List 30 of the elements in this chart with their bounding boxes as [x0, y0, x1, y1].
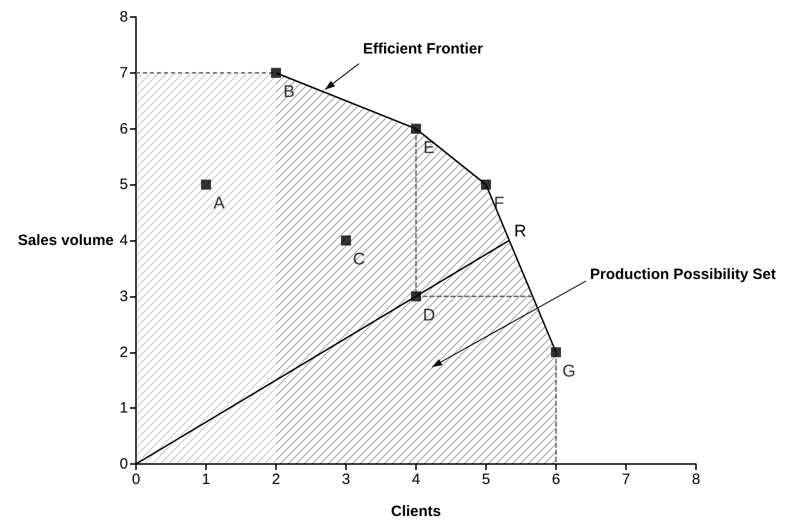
y-tick-label: 3 — [120, 288, 128, 305]
annotation: Production Possibility Set — [590, 266, 776, 283]
x-tick-label: 1 — [202, 471, 210, 488]
x-tick-label: 5 — [482, 471, 490, 488]
y-tick-label: 5 — [120, 176, 128, 194]
y-tick-label: 1 — [120, 400, 128, 417]
annotation: Efficient Frontier — [363, 40, 484, 58]
x-axis-title: Clients — [390, 503, 442, 520]
y-tick-label: 6 — [120, 120, 128, 138]
x-tick-label: 2 — [272, 471, 280, 488]
data-label: A — [213, 194, 226, 213]
annotation: R — [514, 222, 526, 240]
data-label: B — [283, 82, 295, 101]
y-axis-title: Sales volume — [18, 232, 114, 249]
x-tick-label: 8 — [692, 471, 700, 488]
data-label: F — [494, 194, 504, 213]
x-tick-label: 3 — [342, 471, 350, 488]
data-label: E — [423, 138, 435, 157]
data-label: D — [422, 305, 436, 324]
y-tick-label: 8 — [120, 8, 128, 26]
data-label: G — [562, 361, 576, 380]
y-tick-label: 0 — [120, 456, 128, 472]
y-tick-label: 7 — [120, 64, 128, 82]
x-tick-label: 4 — [412, 471, 420, 488]
x-tick-label: 0 — [132, 471, 140, 488]
x-tick-label: 7 — [622, 471, 630, 488]
data-label: C — [352, 250, 366, 268]
x-tick-label: 6 — [552, 471, 560, 488]
y-tick-label: 4 — [120, 232, 128, 249]
y-tick-label: 2 — [120, 344, 128, 361]
